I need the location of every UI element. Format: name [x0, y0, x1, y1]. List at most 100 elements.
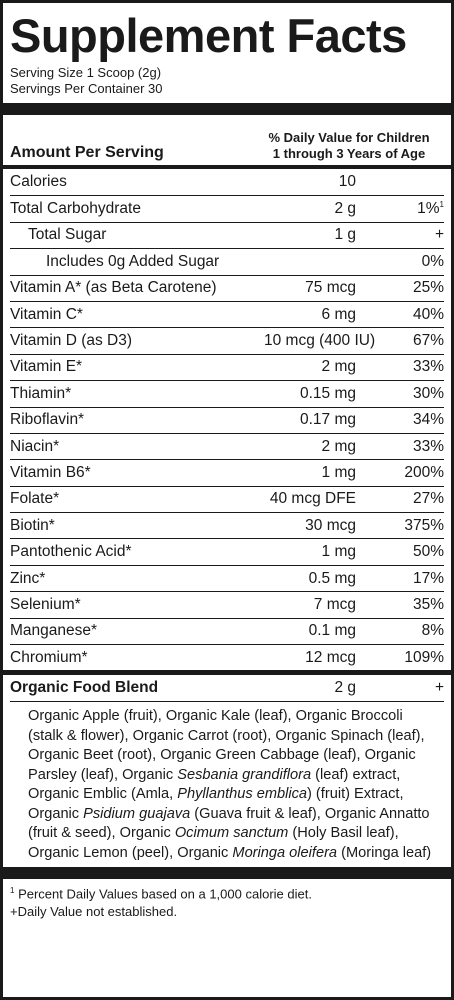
nutrient-row: Vitamin C* 6 mg 40%	[10, 300, 444, 327]
nutrient-amount: 0.17 mg	[299, 411, 356, 429]
nutrient-row: Vitamin A* (as Beta Carotene) 75 mcg 25%	[10, 274, 444, 301]
servings-per-container: Servings Per Container 30	[10, 81, 163, 96]
nutrient-row: Vitamin D (as D3) 10 mcg (400 IU) 67%	[10, 327, 444, 353]
blend-dv: +	[434, 679, 444, 697]
nutrient-daily-value: 67%	[384, 332, 444, 350]
nutrient-amount: 6 mg	[321, 305, 356, 323]
nutrient-row: Selenium* 7 mcg 35%	[10, 591, 444, 617]
nutrient-daily-value: 25%	[384, 279, 444, 297]
nutrient-row: Thiamin* 0.15 mg 30%	[10, 380, 444, 406]
nutrient-amount: 40 mcg DFE	[269, 490, 356, 508]
blend-row: Organic Food Blend 2 g +	[10, 675, 444, 703]
nutrient-row: Niacin* 2 mg 33%	[10, 432, 444, 459]
nutrient-name: Vitamin A* (as Beta Carotene)	[10, 279, 217, 297]
nutrient-name: Total Sugar	[28, 226, 107, 244]
nutrient-amount: 0.5 mg	[308, 569, 356, 587]
nutrient-daily-value-text: 375%	[404, 516, 444, 534]
nutrient-daily-value: 30%	[384, 385, 444, 403]
ingredient-botanical-name: Sesbania grandiflora	[177, 766, 312, 783]
nutrient-daily-value: 109%	[384, 649, 444, 667]
nutrient-amount: 1 g	[334, 226, 356, 244]
nutrient-amount: 1 mg	[321, 543, 356, 561]
column-header: Amount Per Serving % Daily Value for Chi…	[10, 115, 444, 165]
blend-amount: 2 g	[334, 679, 356, 697]
ingredient-text: (Guava fruit & leaf), Organic Annatto (f…	[28, 805, 430, 842]
nutrient-name: Biotin*	[10, 516, 55, 534]
nutrient-row: Total Carbohydrate 2 g 1%1	[10, 195, 444, 221]
nutrient-row: Vitamin E* 2 mg 33%	[10, 353, 444, 380]
daily-value-header-line1: % Daily Value for Children	[268, 130, 430, 145]
nutrient-daily-value: 40%	[384, 306, 444, 324]
nutrient-daily-value-text: 35%	[412, 595, 444, 613]
nutrient-daily-value-text: 33%	[412, 358, 444, 376]
nutrient-daily-value-text: 50%	[412, 543, 444, 561]
nutrient-daily-value: 17%	[384, 570, 444, 588]
nutrient-daily-value: 33%	[384, 438, 444, 456]
nutrient-daily-value: +	[384, 226, 444, 244]
nutrient-amount: 12 mcg	[305, 648, 356, 666]
footnote-2: +Daily Value not established.	[10, 903, 178, 919]
nutrient-daily-value-text: 30%	[412, 384, 444, 402]
blend-name: Organic Food Blend	[10, 679, 159, 697]
nutrient-daily-value: 27%	[384, 490, 444, 508]
nutrient-daily-value: 375%	[384, 517, 444, 535]
ingredient-botanical-name: Moringa oleifera	[232, 844, 338, 861]
nutrient-name: Thiamin*	[10, 384, 72, 402]
nutrient-name: Selenium*	[10, 595, 81, 613]
nutrient-amount: 1 mg	[321, 463, 356, 481]
nutrient-name: Vitamin D (as D3)	[10, 332, 133, 350]
nutrient-name: Vitamin B6*	[10, 463, 91, 481]
nutrient-amount: 0.15 mg	[299, 384, 356, 402]
footnote-1-text: Percent Daily Values based on a 1,000 ca…	[14, 886, 312, 902]
thick-divider	[3, 103, 451, 115]
amount-per-serving-label: Amount Per Serving	[10, 144, 164, 161]
nutrient-row: Calories 10	[10, 169, 444, 195]
nutrient-daily-value: 50%	[384, 543, 444, 561]
nutrient-name: Folate*	[10, 490, 60, 508]
nutrient-daily-value-text: 0%	[421, 252, 444, 270]
nutrient-name: Niacin*	[10, 437, 60, 455]
nutrient-name: Includes 0g Added Sugar	[46, 252, 220, 270]
blend-divider	[3, 670, 451, 676]
nutrient-name: Vitamin C*	[10, 305, 83, 323]
nutrient-daily-value-text: 67%	[412, 332, 444, 350]
ingredient-text: (Holy Basil leaf), Organic Lemon (peel),…	[28, 825, 399, 861]
nutrient-amount: 2 g	[334, 200, 356, 218]
nutrient-row: Includes 0g Added Sugar 0%	[10, 248, 444, 274]
nutrient-amount: 0.1 mg	[308, 622, 356, 640]
ingredient-botanical-name: Psidium guajava	[83, 805, 191, 822]
nutrient-table: Calories 10 Total Carbohydrate 2 g 1%1 Total …	[10, 169, 444, 670]
nutrient-daily-value: 33%	[384, 358, 444, 376]
footer-divider	[3, 867, 451, 880]
nutrient-daily-value-text: +	[434, 226, 444, 244]
nutrient-amount: 75 mcg	[305, 279, 356, 297]
nutrient-name: Manganese*	[10, 622, 98, 640]
header-divider	[3, 165, 451, 169]
nutrient-name: Vitamin E*	[10, 358, 83, 376]
nutrient-daily-value-text: 34%	[412, 411, 444, 429]
nutrient-daily-value: 200%	[384, 464, 444, 482]
nutrient-row: Manganese* 0.1 mg 8%	[10, 617, 444, 644]
nutrient-daily-value: 35%	[384, 596, 444, 614]
nutrient-amount: 10	[338, 173, 356, 191]
nutrient-name: Calories	[10, 173, 67, 191]
nutrient-name: Total Carbohydrate	[10, 200, 141, 218]
nutrient-name: Zinc*	[10, 569, 46, 587]
nutrient-daily-value-text: 40%	[412, 305, 444, 323]
ingredient-botanical-name: Phyllanthus emblica	[177, 786, 308, 803]
nutrient-row: Folate* 40 mcg DFE 27%	[10, 485, 444, 512]
ingredient-text: (Moringa leaf)	[337, 844, 432, 861]
nutrient-daily-value: 0%	[384, 253, 444, 271]
nutrient-amount: 2 mg	[321, 358, 356, 376]
footnote-mark: 1	[10, 886, 15, 896]
nutrient-row: Pantothenic Acid* 1 mg 50%	[10, 538, 444, 564]
daily-value-header-line2: 1 through 3 Years of Age	[272, 146, 426, 161]
ingredient-text: (leaf) extract, Organic Emblic (Amla,	[28, 766, 401, 803]
nutrient-daily-value: 1%1	[384, 200, 444, 218]
nutrient-row: Biotin* 30 mcg 375%	[10, 512, 444, 538]
ingredient-botanical-name: Ocimum sanctum	[174, 825, 289, 842]
nutrient-daily-value: 8%	[384, 622, 444, 640]
nutrient-daily-value: 34%	[384, 411, 444, 429]
daily-value-footnote-mark: 1	[439, 200, 444, 209]
